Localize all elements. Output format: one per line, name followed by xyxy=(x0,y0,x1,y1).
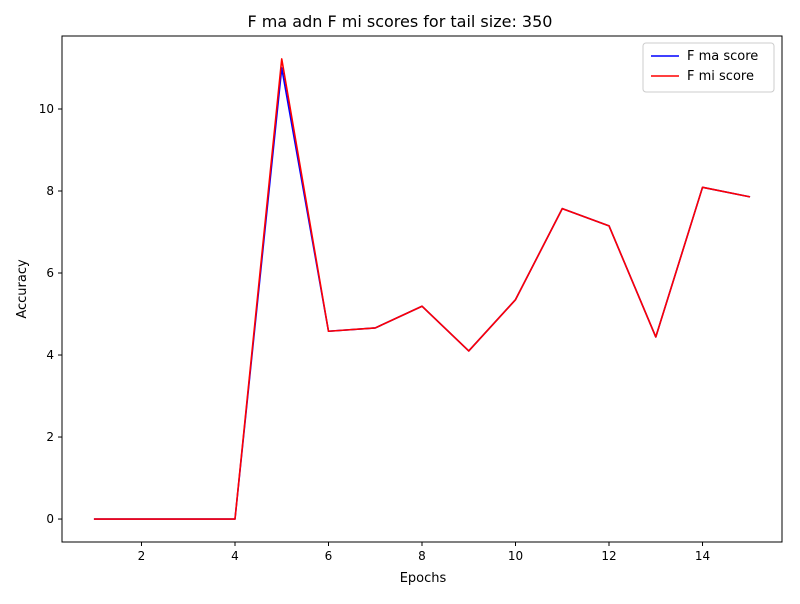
y-tick-label: 4 xyxy=(46,348,54,362)
y-tick-label: 10 xyxy=(39,102,54,116)
y-axis-label: Accuracy xyxy=(15,259,30,319)
y-tick-label: 6 xyxy=(46,266,54,280)
x-tick-label: 2 xyxy=(138,549,146,563)
x-tick-label: 14 xyxy=(695,549,710,563)
chart-title: F ma adn F mi scores for tail size: 350 xyxy=(248,12,553,31)
x-tick-label: 6 xyxy=(325,549,333,563)
x-axis-label: Epochs xyxy=(400,571,447,586)
plot-area: 2 4 6 8 10 12 14 0 2 4 6 8 10 F ma score F mi score xyxy=(39,35,783,563)
x-tick-label: 4 xyxy=(231,549,239,563)
legend-label: F mi score xyxy=(687,69,754,84)
legend: F ma score F mi score xyxy=(642,42,775,93)
y-tick-label: 8 xyxy=(46,184,54,198)
x-tick-label: 8 xyxy=(418,549,426,563)
legend-label: F ma score xyxy=(687,49,758,64)
y-tick-label: 2 xyxy=(46,430,54,444)
series-line-2 xyxy=(93,58,751,520)
x-tick-label: 10 xyxy=(508,549,523,563)
x-tick-label: 12 xyxy=(601,549,616,563)
y-tick-label: 0 xyxy=(46,512,54,526)
